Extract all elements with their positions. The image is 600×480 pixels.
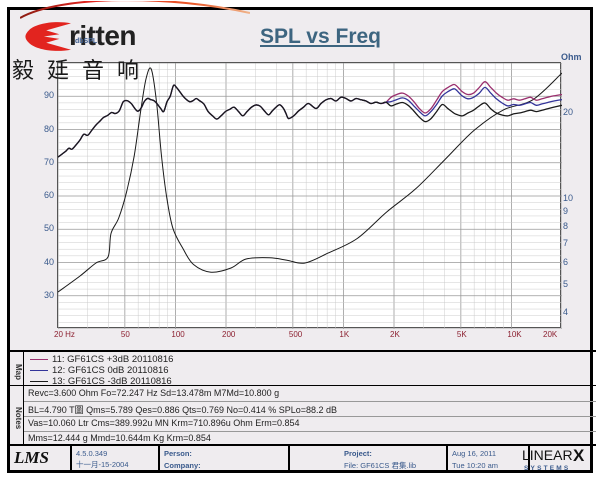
- svg-text:SYSTEMS: SYSTEMS: [524, 465, 570, 472]
- svg-text:LINEAR: LINEAR: [522, 447, 573, 463]
- svg-text:X: X: [573, 446, 585, 465]
